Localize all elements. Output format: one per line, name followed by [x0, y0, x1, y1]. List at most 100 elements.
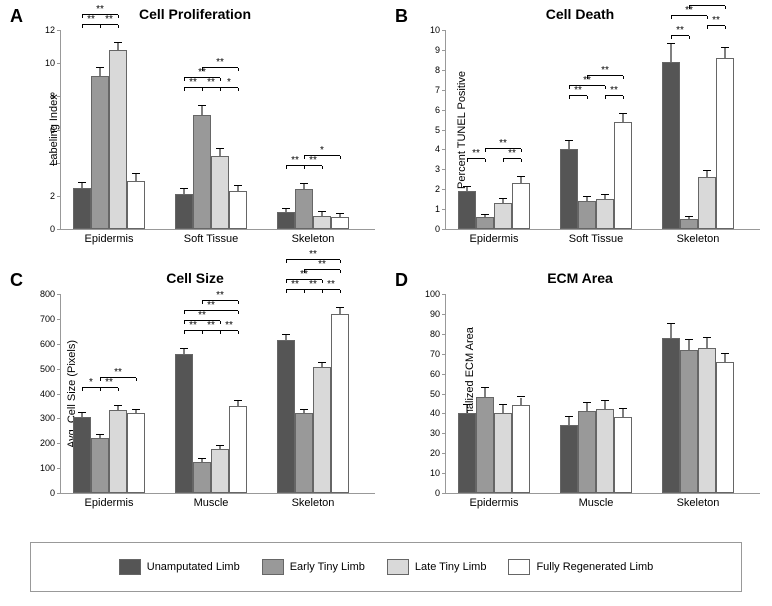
- group-label: Skeleton: [292, 497, 335, 509]
- group-label: Skeleton: [677, 497, 720, 509]
- group-label: Epidermis: [470, 233, 519, 245]
- y-tick-label: 2: [435, 184, 440, 194]
- significance-marker: **: [225, 322, 233, 330]
- error-bar: [304, 184, 305, 189]
- group-label: Soft Tissue: [569, 233, 623, 245]
- y-tick-label: 4: [50, 158, 55, 168]
- error-cap: [198, 458, 206, 459]
- y-tick: [57, 468, 61, 469]
- error-bar: [238, 401, 239, 405]
- error-bar: [671, 44, 672, 62]
- bar: [331, 314, 349, 493]
- bar: [512, 183, 530, 229]
- error-cap: [198, 105, 206, 106]
- significance-marker: **: [216, 59, 224, 67]
- y-tick-label: 0: [435, 488, 440, 498]
- y-tick-label: 12: [45, 25, 55, 35]
- significance-bracket-drop: [100, 388, 101, 391]
- y-tick: [57, 30, 61, 31]
- y-tick: [442, 189, 446, 190]
- y-tick: [57, 443, 61, 444]
- error-bar: [521, 177, 522, 183]
- bar: [662, 338, 680, 493]
- bar: [476, 397, 494, 493]
- significance-marker: **: [216, 292, 224, 300]
- significance-bracket-drop: [202, 331, 203, 334]
- bar: [211, 449, 229, 493]
- y-tick: [57, 319, 61, 320]
- error-cap: [601, 194, 609, 195]
- error-bar: [322, 363, 323, 367]
- significance-marker: **: [472, 150, 480, 158]
- significance-bracket-drop: [136, 378, 137, 381]
- bar: [91, 438, 109, 493]
- significance-bracket-drop: [238, 331, 239, 334]
- y-tick: [442, 30, 446, 31]
- significance-bracket-drop: [238, 88, 239, 91]
- error-bar: [569, 141, 570, 149]
- error-cap: [685, 339, 693, 340]
- y-tick-label: 500: [40, 364, 55, 374]
- y-tick: [442, 229, 446, 230]
- y-tick-label: 8: [50, 91, 55, 101]
- error-bar: [623, 114, 624, 122]
- error-bar: [689, 217, 690, 219]
- y-tick: [442, 294, 446, 295]
- error-bar: [707, 338, 708, 348]
- significance-bracket-drop: [503, 159, 504, 162]
- significance-bracket-drop: [521, 149, 522, 152]
- error-bar: [322, 212, 323, 215]
- error-bar: [184, 189, 185, 194]
- significance-bracket-drop: [671, 16, 672, 19]
- group-label: Skeleton: [292, 233, 335, 245]
- error-bar: [220, 446, 221, 449]
- error-bar: [605, 195, 606, 199]
- group-label: Epidermis: [85, 233, 134, 245]
- significance-bracket-drop: [569, 86, 570, 89]
- significance-marker: **: [189, 322, 197, 330]
- bar: [476, 217, 494, 229]
- legend-item: Late Tiny Limb: [387, 559, 487, 575]
- significance-bracket-drop: [118, 388, 119, 391]
- significance-bracket-drop: [521, 159, 522, 162]
- significance-bracket-drop: [340, 290, 341, 293]
- significance-bracket-drop: [707, 16, 708, 19]
- error-bar: [340, 308, 341, 314]
- significance-bracket-drop: [605, 96, 606, 99]
- significance-bracket-drop: [220, 78, 221, 81]
- significance-bracket-drop: [82, 15, 83, 18]
- error-bar: [118, 406, 119, 410]
- plot-area: 012345678910Epidermis******Soft Tissue**…: [445, 30, 760, 230]
- error-cap: [78, 182, 86, 183]
- significance-bracket-drop: [340, 270, 341, 273]
- y-tick-label: 300: [40, 413, 55, 423]
- bar: [313, 367, 331, 493]
- error-cap: [300, 409, 308, 410]
- y-tick: [442, 473, 446, 474]
- error-bar: [725, 48, 726, 58]
- significance-marker: *: [227, 79, 231, 87]
- error-bar: [304, 410, 305, 414]
- bar: [662, 62, 680, 229]
- bar: [578, 201, 596, 229]
- y-tick: [57, 163, 61, 164]
- error-cap: [180, 348, 188, 349]
- error-cap: [703, 170, 711, 171]
- significance-bracket-drop: [340, 260, 341, 263]
- bar: [193, 462, 211, 493]
- bar: [698, 177, 716, 229]
- y-tick: [442, 209, 446, 210]
- y-tick-label: 10: [45, 58, 55, 68]
- error-cap: [481, 387, 489, 388]
- error-cap: [463, 186, 471, 187]
- significance-bracket-drop: [184, 88, 185, 91]
- error-bar: [202, 106, 203, 114]
- significance-marker: **: [291, 157, 299, 165]
- y-tick: [442, 493, 446, 494]
- y-tick: [442, 413, 446, 414]
- error-cap: [481, 214, 489, 215]
- y-tick-label: 100: [40, 463, 55, 473]
- significance-bracket-drop: [623, 76, 624, 79]
- error-bar: [605, 401, 606, 409]
- significance-bracket-drop: [322, 280, 323, 283]
